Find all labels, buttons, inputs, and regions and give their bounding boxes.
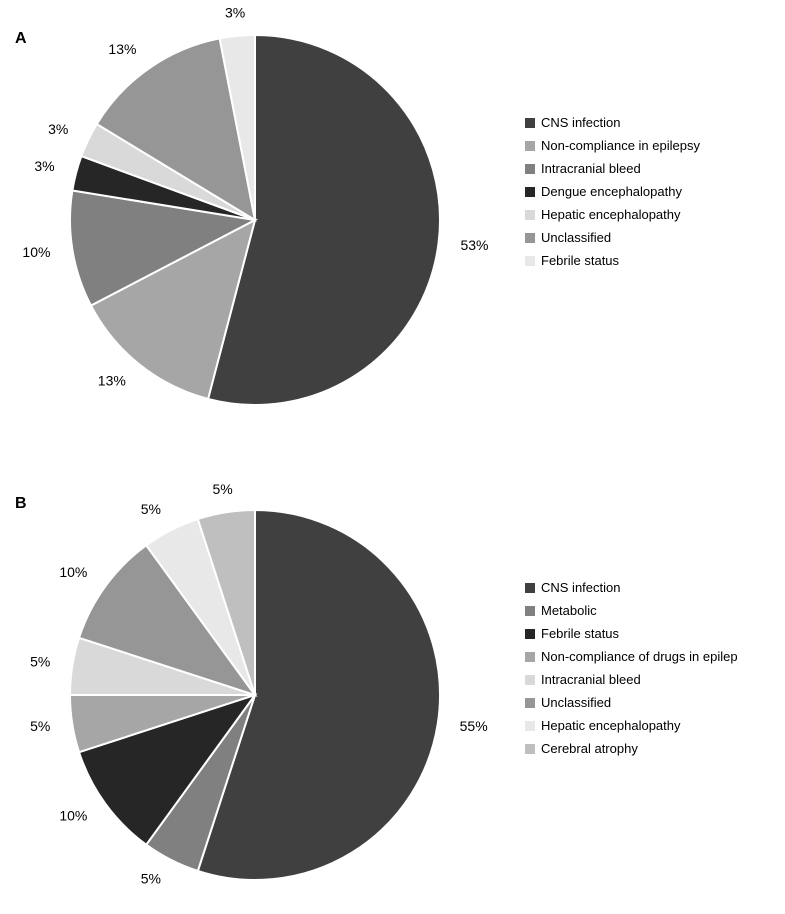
legend-item: CNS infection xyxy=(525,580,738,595)
slice-label: 5% xyxy=(141,870,161,886)
legend-label: Non-compliance of drugs in epilep xyxy=(541,649,738,664)
legend-swatch xyxy=(525,606,535,616)
legend-label: Intracranial bleed xyxy=(541,672,641,687)
legend-label: Hepatic encephalopathy xyxy=(541,718,681,733)
legend-item: Febrile status xyxy=(525,626,738,641)
legend-swatch xyxy=(525,744,535,754)
legend-item: Unclassified xyxy=(525,695,738,710)
legend-item: Hepatic encephalopathy xyxy=(525,718,738,733)
legend-b: CNS infection Metabolic Febrile status Non-… xyxy=(525,580,738,764)
slice-label: 5% xyxy=(212,481,232,497)
slice-label: 5% xyxy=(141,501,161,517)
legend-swatch xyxy=(525,698,535,708)
legend-swatch xyxy=(525,721,535,731)
legend-item: Non-compliance of drugs in epilep xyxy=(525,649,738,664)
figure-page: A 53%13%10%3%3%13%3% CNS infectionNon-co… xyxy=(0,0,785,914)
pie-chart-b: 55% 5% 10% 5% 5% 10% 5% 5% xyxy=(0,0,785,914)
legend-item: Cerebral atrophy xyxy=(525,741,738,756)
legend-label: Metabolic xyxy=(541,603,597,618)
slice-label: 5% xyxy=(30,718,50,734)
legend-label: Unclassified xyxy=(541,695,611,710)
slice-label: 5% xyxy=(30,653,50,669)
slice-label: 55% xyxy=(460,718,488,734)
legend-item: Metabolic xyxy=(525,603,738,618)
legend-item: Intracranial bleed xyxy=(525,672,738,687)
legend-label: Febrile status xyxy=(541,626,619,641)
slice-label: 10% xyxy=(59,564,87,580)
legend-label: CNS infection xyxy=(541,580,620,595)
legend-swatch xyxy=(525,652,535,662)
legend-swatch xyxy=(525,629,535,639)
legend-swatch xyxy=(525,675,535,685)
slice-label: 10% xyxy=(59,807,87,823)
legend-swatch xyxy=(525,583,535,593)
legend-label: Cerebral atrophy xyxy=(541,741,638,756)
